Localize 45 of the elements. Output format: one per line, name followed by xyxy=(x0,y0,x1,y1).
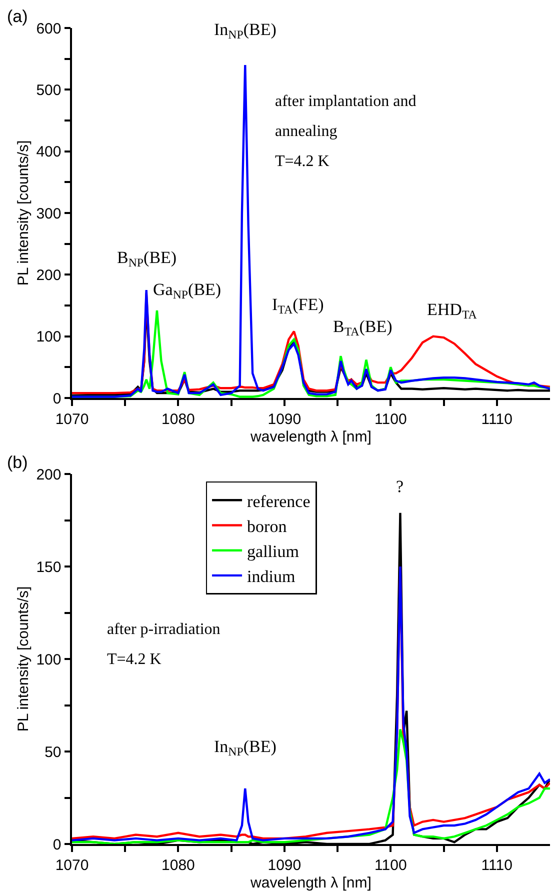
annotation: T=4.2 K xyxy=(107,651,162,668)
x-tick-label: 1100 xyxy=(374,856,407,874)
x-tick-label: 1090 xyxy=(268,410,302,428)
y-tick-label: 200 xyxy=(36,266,62,284)
y-tick-label: 100 xyxy=(36,328,62,346)
annotation: after p-irradiation xyxy=(107,621,220,638)
annotation: B$_{TA}$(BE) xyxy=(333,317,392,339)
y-axis-title: PL intensity [counts/s] xyxy=(14,586,32,732)
y-tick-label: 300 xyxy=(36,205,62,222)
annotation: Ga$_{NP}$(BE) xyxy=(153,280,222,302)
x-axis-title: wavelength λ [nm] xyxy=(250,874,372,892)
y-tick-label: 0 xyxy=(52,836,62,854)
legend-label: indium xyxy=(247,567,296,586)
y-tick-label: 100 xyxy=(36,651,62,668)
y-axis-title: PL intensity [counts/s] xyxy=(14,140,32,286)
x-tick-label: 1110 xyxy=(481,410,512,428)
text: (b) xyxy=(7,453,28,472)
annotation: EHD$_{TA}$ xyxy=(427,300,478,322)
legend-label: reference xyxy=(247,492,310,511)
annotation: T=4.2 K xyxy=(275,153,330,170)
annotation: In$_{NP}$(BE) xyxy=(214,737,276,759)
x-tick-label: 1090 xyxy=(268,856,302,874)
legend-label: gallium xyxy=(247,542,299,561)
y-tick-label: 400 xyxy=(36,144,62,161)
annotation: I$_{TA}$(FE) xyxy=(272,295,324,317)
annotation: ? xyxy=(396,477,404,496)
annotation: In$_{NP}$(BE) xyxy=(214,20,276,42)
y-tick-label: 50 xyxy=(44,744,62,761)
y-tick-label: 600 xyxy=(36,20,62,38)
annotation: B$_{NP}$(BE) xyxy=(117,248,177,270)
x-tick-label: 1100 xyxy=(374,410,407,428)
y-tick-label: 150 xyxy=(36,558,62,576)
annotation: after implantation and xyxy=(275,93,416,110)
text: (a) xyxy=(7,7,28,26)
x-tick-label: 1070 xyxy=(55,856,89,874)
x-tick-label: 1080 xyxy=(162,410,195,428)
x-tick-label: 1070 xyxy=(55,410,89,428)
legend-label: boron xyxy=(247,516,288,536)
x-axis-title: wavelength λ [nm] xyxy=(250,428,372,446)
x-tick-label: 1080 xyxy=(162,856,195,874)
y-tick-label: 500 xyxy=(36,82,62,99)
x-tick-label: 1110 xyxy=(481,856,512,874)
y-tick-label: 0 xyxy=(52,390,62,408)
y-tick-label: 200 xyxy=(36,466,62,484)
annotation: annealing xyxy=(275,123,338,140)
